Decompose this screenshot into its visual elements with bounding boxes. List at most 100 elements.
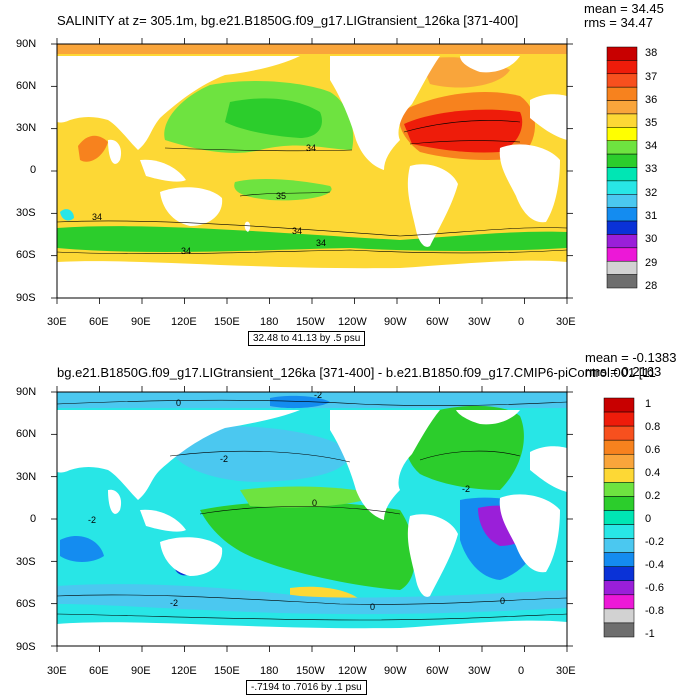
top-land-india	[108, 139, 122, 164]
top-range-box: 32.48 to 41.13 by .5 psu	[248, 331, 366, 346]
top-colorbar-label: 31	[645, 210, 658, 222]
bottom-colorbar-label: 0	[645, 513, 652, 525]
top-land-south-america	[407, 164, 458, 247]
top-arctic-band	[57, 44, 567, 54]
top-lon-label: 0	[518, 316, 525, 328]
bottom-colorbar-label: -1	[645, 628, 655, 640]
bottom-panel-mean: mean = -0.1383	[585, 350, 677, 365]
bottom-contour-label: 0	[370, 602, 376, 612]
bottom-lon-label: 150W	[296, 665, 325, 677]
bottom-panel-rms: rms = 0.2163	[585, 364, 662, 379]
top-colorbar-label: 32	[645, 187, 658, 199]
bottom-lat-label: 30N	[16, 471, 37, 483]
bottom-lon-label: 30W	[468, 665, 491, 677]
colorbar-swatch	[606, 274, 638, 289]
top-colorbar	[606, 46, 638, 289]
colorbar-swatch	[606, 46, 638, 61]
colorbar-swatch	[606, 247, 638, 262]
top-lat-label: 60N	[16, 80, 37, 92]
top-contour-34-south-2	[56, 249, 568, 255]
bottom-lat-label: 90N	[16, 386, 37, 398]
top-lat-label: 90N	[16, 38, 37, 50]
colorbar-swatch	[606, 86, 638, 101]
top-lon-label: 120E	[171, 316, 197, 328]
top-land-europe	[530, 94, 567, 140]
top-land-nz	[244, 221, 251, 232]
top-arabian-orange	[78, 135, 108, 162]
bottom-lon-label: 0	[518, 665, 525, 677]
top-lat-label: 90S	[16, 292, 36, 304]
colorbar-swatch	[606, 234, 638, 249]
bottom-range-box: -.7194 to .7016 by .1 psu	[246, 680, 367, 695]
bottom-lon-label: 30E	[47, 665, 67, 677]
bottom-lon-label: 180	[260, 665, 279, 677]
top-lat-label: 60S	[16, 249, 36, 261]
top-indian-cyan	[60, 209, 74, 221]
bottom-lon-label: 90W	[384, 665, 407, 677]
top-lon-label: 150E	[214, 316, 240, 328]
bottom-lon-label: 150E	[214, 665, 240, 677]
top-colorbar-label: 30	[645, 233, 658, 245]
bottom-contour-label: -2	[170, 598, 179, 608]
bottom-colorbar-label: -0.2	[645, 536, 664, 548]
top-colorbar-label: 28	[645, 280, 658, 292]
bottom-lon-label: 60W	[426, 665, 449, 677]
top-lat-label: 30S	[16, 207, 36, 219]
bottom-contour-label: -2	[220, 454, 229, 464]
bottom-lat-label: 60S	[16, 598, 36, 610]
top-land-greenland	[460, 56, 520, 73]
top-colorbar-label: 36	[645, 94, 658, 106]
bottom-contour-label: -2	[462, 484, 471, 494]
bottom-lat-label: 30S	[16, 556, 36, 568]
bottom-lon-label: 120W	[338, 665, 367, 677]
colorbar-swatch	[606, 127, 638, 141]
top-lon-label: 30E	[556, 316, 576, 328]
top-colorbar-label: 33	[645, 163, 658, 175]
colorbar-swatch	[606, 260, 638, 275]
top-panel-rms: rms = 34.47	[584, 15, 654, 30]
top-lon-label: 180	[260, 316, 279, 328]
colorbar-swatch	[606, 100, 638, 115]
top-contour-label: 34	[92, 212, 103, 222]
top-contour-label: 34	[306, 143, 317, 153]
top-panel-title: SALINITY at z= 305.1m, bg.e21.B1850G.f09…	[57, 13, 519, 28]
top-land-africa	[499, 144, 560, 223]
top-contour-label: 34	[316, 238, 327, 248]
top-lon-label: 30W	[468, 316, 491, 328]
bottom-contour-label: 0	[312, 498, 318, 508]
colorbar-swatch	[606, 167, 638, 182]
bottom-lon-label: 120E	[171, 665, 197, 677]
bottom-colorbar-label: -0.4	[645, 559, 664, 571]
bottom-lat-label: 0	[30, 513, 37, 525]
colorbar-swatch	[606, 140, 638, 155]
bottom-lat-label: 90S	[16, 641, 36, 653]
bottom-lat-label: 60N	[16, 428, 37, 440]
colorbar-swatch	[606, 113, 638, 128]
top-land-antarctica	[57, 260, 567, 298]
bottom-panel-title: bg.e21.B1850G.f09_g17.LIGtransient_126ka…	[57, 365, 656, 380]
top-panel-mean: mean = 34.45	[584, 1, 664, 16]
bottom-colorbar-label: 0.2	[645, 490, 661, 502]
top-lon-label: 30E	[47, 316, 67, 328]
top-contour-34-north	[164, 147, 353, 152]
bottom-colorbar-label: 1	[645, 398, 652, 410]
bottom-contour-label: 0	[500, 596, 506, 606]
top-contour-label: 35	[276, 191, 287, 201]
top-contour-label: 34	[181, 246, 192, 256]
top-lon-label: 120W	[338, 316, 367, 328]
top-contour-34-south	[56, 220, 568, 237]
bottom-contour-label: -2	[314, 390, 323, 400]
top-contour-35	[239, 191, 331, 197]
bottom-colorbar-label: 0.4	[645, 467, 661, 479]
top-lon-label: 90E	[131, 316, 151, 328]
top-land-se-asia	[140, 159, 186, 182]
top-south-pacific-green	[234, 179, 332, 201]
top-lon-label: 90W	[384, 316, 407, 328]
bottom-lon-label: 60E	[89, 665, 109, 677]
colorbar-swatch	[606, 60, 638, 75]
top-colorbar-label: 29	[645, 257, 658, 269]
top-contour-atlantic	[403, 120, 521, 133]
bottom-colorbar-label: -0.8	[645, 605, 664, 617]
bottom-colorbar-label: 0.6	[645, 444, 661, 456]
